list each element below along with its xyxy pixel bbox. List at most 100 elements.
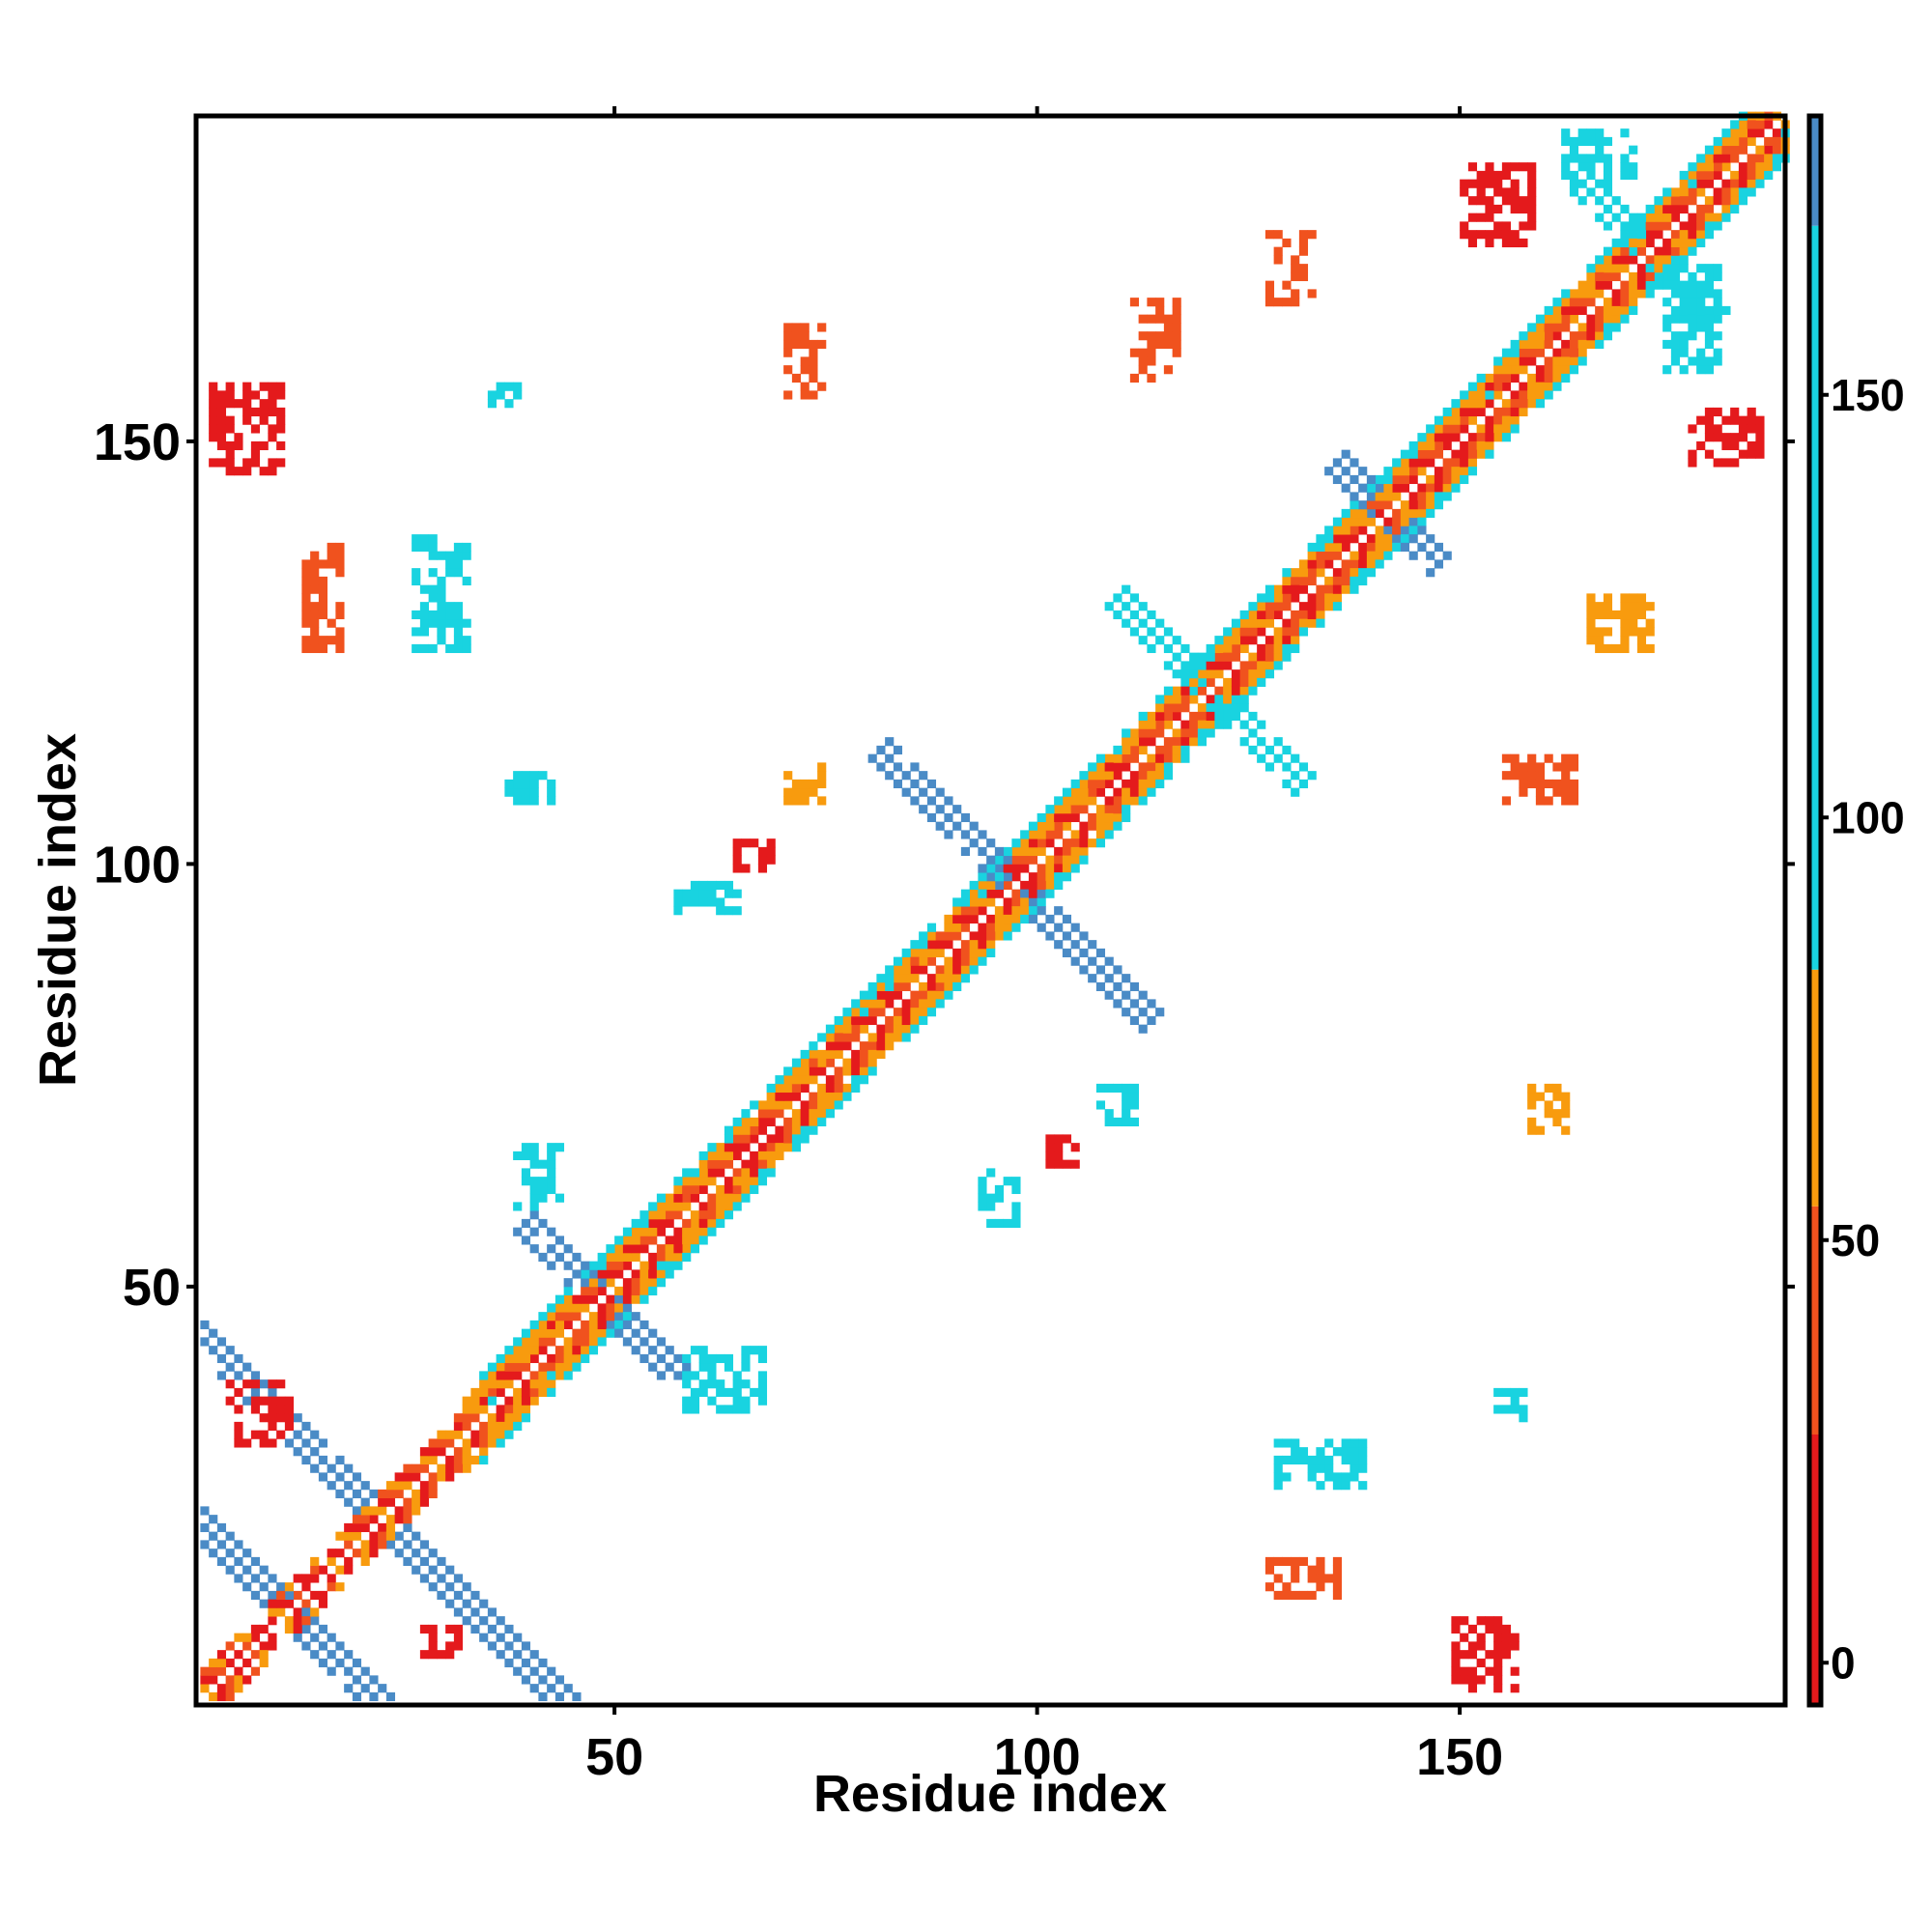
heatmap-cell [1654,230,1663,240]
heatmap-cell [648,1286,658,1296]
heatmap-cell [1273,1472,1283,1482]
heatmap-cell [969,880,979,891]
heatmap-cell [1383,517,1393,526]
heatmap-cell [453,1463,464,1473]
heatmap-cell [1037,830,1046,839]
heatmap-cell [1519,196,1528,206]
heatmap-cell [817,762,827,772]
heatmap-cell [1138,618,1148,628]
heatmap-cell [242,1362,252,1372]
heatmap-cell [893,965,903,975]
heatmap-cell [1122,728,1131,738]
heatmap-cell [994,1218,1005,1229]
heatmap-cell [538,1337,548,1347]
heatmap-cell [1670,305,1681,316]
heatmap-cell [1282,636,1292,645]
heatmap-cell [901,1033,911,1042]
heatmap-cell [1772,136,1782,147]
heatmap-cell [1070,796,1080,806]
heatmap-cell [521,1658,531,1668]
heatmap-cell [724,1151,734,1161]
heatmap-cell [724,1193,734,1203]
heatmap-cell [462,1447,471,1457]
heatmap-cell [707,1143,717,1152]
heatmap-cell [529,1684,539,1693]
heatmap-cell [631,1244,640,1254]
heatmap-cell [1045,931,1055,941]
heatmap-cell [1561,779,1571,789]
heatmap-cell [1451,415,1461,425]
heatmap-cell [344,1684,354,1693]
heatmap-cell [250,424,261,434]
heatmap-cell [1747,187,1756,197]
heatmap-cell [851,1066,861,1076]
heatmap-cell [327,1582,336,1592]
heatmap-cell [335,627,345,637]
heatmap-cell [1586,136,1596,147]
heatmap-cell [1147,779,1156,789]
heatmap-cell [1493,1405,1503,1414]
heatmap-cell [209,382,218,391]
heatmap-cell [1510,762,1520,772]
heatmap-cell [724,1202,734,1211]
heatmap-cell [538,1362,548,1372]
heatmap-cell [656,1261,667,1270]
heatmap-cell [1696,415,1706,425]
heatmap-cell [1189,669,1199,679]
heatmap-cell [1257,643,1266,654]
heatmap-cell [318,636,328,645]
heatmap-cell [504,1353,514,1364]
heatmap-cell [775,1075,784,1085]
heatmap-cell [1527,348,1537,357]
heatmap-cell [1527,196,1537,206]
colorbar-frame [1806,113,1824,1708]
heatmap-cell [521,796,531,806]
heatmap-cell [707,1177,717,1186]
heatmap-cell [1510,390,1520,400]
heatmap-cell [1501,221,1512,231]
heatmap-cell [910,965,920,975]
heatmap-cell [529,1184,539,1195]
heatmap-cell [1510,1684,1520,1693]
heatmap-cell [335,1472,345,1482]
heatmap-cell [1095,812,1106,823]
heatmap-cell [1231,711,1241,722]
heatmap-cell [800,1058,810,1067]
heatmap-cell [690,1387,700,1398]
heatmap-cell [1079,771,1089,781]
heatmap-cell [1519,382,1528,391]
heatmap-cell [470,1413,480,1423]
heatmap-cell [470,1455,480,1465]
heatmap-cell [216,1540,227,1549]
heatmap-cell [622,1244,633,1254]
heatmap-cell [648,1328,658,1338]
heatmap-cell [470,1624,480,1634]
heatmap-cell [1620,305,1630,316]
heatmap-cell [419,584,430,594]
heatmap-cell [825,1033,836,1042]
heatmap-cell [1519,787,1528,797]
heatmap-cell [859,1075,869,1085]
heatmap-cell [707,1159,717,1169]
heatmap-cell [1037,872,1046,882]
heatmap-cell [310,618,320,628]
heatmap-cell [1307,771,1317,781]
heatmap-cell [1467,440,1478,451]
heatmap-cell [1721,187,1731,197]
heatmap-cell [1662,187,1672,197]
heatmap-cell [1670,264,1681,273]
heatmap-cell [242,1548,252,1558]
heatmap-cell [581,1269,590,1279]
heatmap-cell [716,880,725,891]
heatmap-cell [1586,323,1596,332]
heatmap-cell [1163,627,1174,637]
heatmap-cell [606,1312,615,1321]
heatmap-cell [259,399,269,409]
heatmap-cell [876,1033,886,1042]
heatmap-cell [1155,331,1165,341]
heatmap-cell [682,1252,692,1263]
heatmap-cell [1485,1616,1494,1626]
heatmap-cell [919,999,928,1009]
heatmap-cell [554,1303,565,1313]
heatmap-cell [1485,440,1494,451]
